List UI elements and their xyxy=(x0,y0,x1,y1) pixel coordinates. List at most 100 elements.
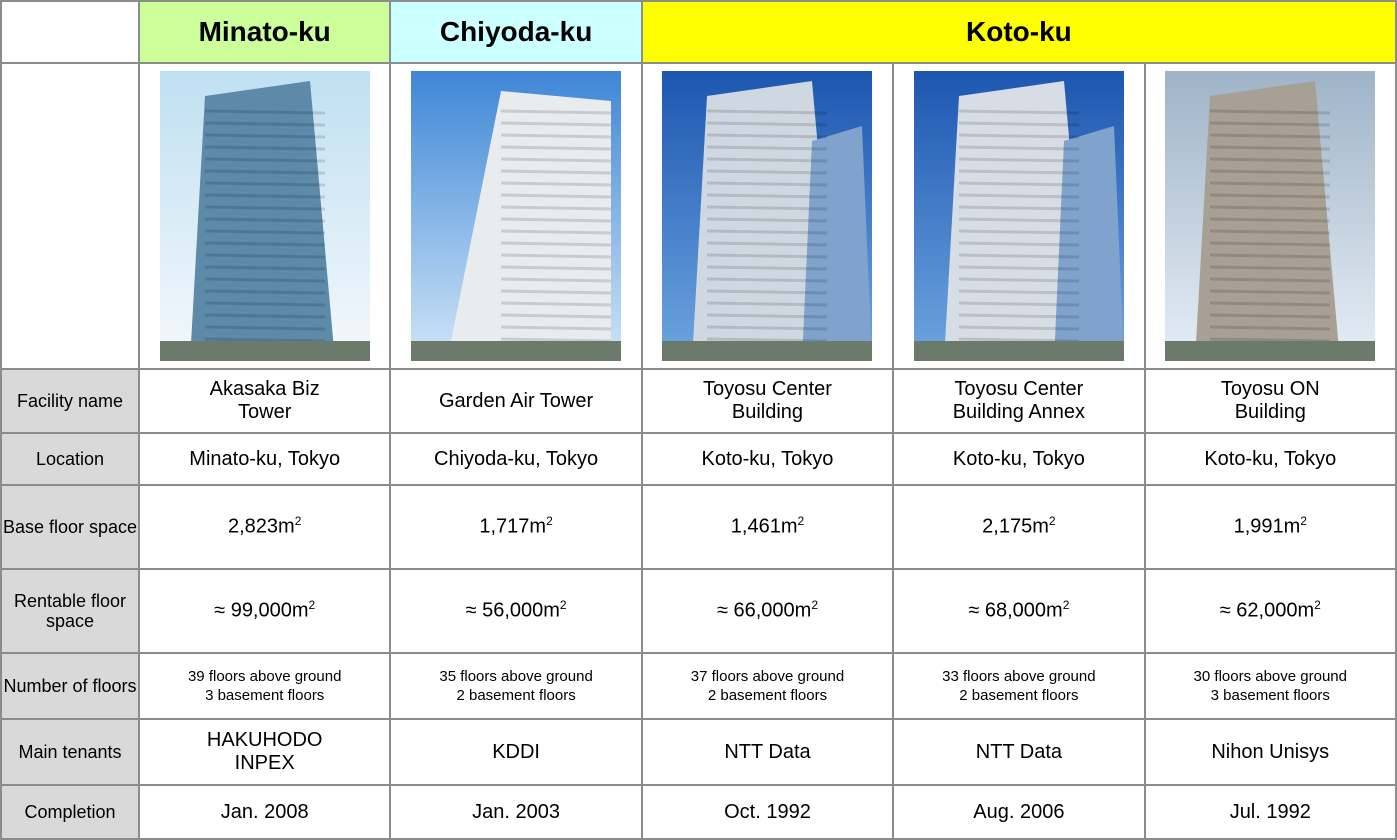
cell-text: 30 floors above ground xyxy=(1193,667,1347,685)
value-cell: 2,175m2 xyxy=(892,484,1146,570)
window-line xyxy=(1210,229,1331,235)
value-cell: 1,717m2 xyxy=(389,484,643,570)
data-row: Rentable floor space ≈ 99,000m2 ≈ 56,000m2… xyxy=(0,568,1397,654)
window-line xyxy=(1210,217,1331,223)
window-line xyxy=(707,169,828,175)
data-row: Base floor space 2,823m2 1,717m2 1,461m2 2,1… xyxy=(0,484,1397,570)
data-row: Location Minato-ku, Tokyo Chiyoda-ku, Toky… xyxy=(0,432,1397,486)
window-line xyxy=(958,337,1079,343)
value-cell: NTT Data xyxy=(892,718,1146,786)
building xyxy=(1053,126,1124,361)
value-cell: HAKUHODO INPEX xyxy=(137,718,392,786)
cell-text: 37 floors above ground xyxy=(690,667,845,685)
window-line xyxy=(204,301,325,307)
window-line xyxy=(501,253,612,259)
photo-cell xyxy=(1143,62,1397,370)
ground xyxy=(1165,341,1376,361)
superscript: 2 xyxy=(308,598,316,613)
cell-text: HAKUHODO xyxy=(206,729,323,751)
value-cell: Toyosu Center Building xyxy=(640,368,895,434)
district-header: Koto-ku xyxy=(640,0,1397,64)
window-line xyxy=(204,241,325,247)
window-line xyxy=(958,133,1079,139)
window-line xyxy=(958,157,1079,163)
window-line xyxy=(1210,277,1331,283)
superscript: 2 xyxy=(1314,598,1321,613)
value-cell: Akasaka Biz Tower xyxy=(137,368,392,434)
window-line xyxy=(204,325,325,331)
row-label: Rentable floor space xyxy=(0,568,140,654)
window-line xyxy=(501,241,612,247)
row-label: Main tenants xyxy=(0,718,140,786)
superscript: 2 xyxy=(1062,598,1070,613)
window-line xyxy=(501,229,612,235)
data-row: Number of floors 39 floors above ground 3 … xyxy=(0,652,1397,720)
row-label: Facility name xyxy=(0,368,140,434)
cell-text: ≈ 56,000m xyxy=(465,599,560,622)
window-line xyxy=(204,289,325,295)
window-line xyxy=(958,277,1079,283)
window-line xyxy=(707,217,828,223)
value-cell: 30 floors above ground 3 basement floors xyxy=(1143,652,1397,720)
window-line xyxy=(958,289,1079,295)
value-cell: Minato-ku, Tokyo xyxy=(137,432,392,486)
value-cell: ≈ 56,000m2 xyxy=(389,568,643,654)
corner-cell xyxy=(0,0,140,64)
window-line xyxy=(707,337,828,343)
window-line xyxy=(1210,133,1331,139)
window-line xyxy=(501,133,612,139)
value-cell: ≈ 99,000m2 xyxy=(137,568,392,654)
value-cell: ≈ 62,000m2 xyxy=(1143,568,1397,654)
header-row: Minato-ku Chiyoda-ku Koto-ku xyxy=(0,0,1397,64)
building xyxy=(943,81,1089,361)
window-line xyxy=(958,169,1079,175)
data-row: Completion Jan. 2008 Jan. 2003 Oct. 1992 Aug… xyxy=(0,784,1397,840)
district-header: Chiyoda-ku xyxy=(389,0,643,64)
window-line xyxy=(707,265,828,271)
cell-text: 2,175m xyxy=(982,515,1049,538)
window-line xyxy=(204,157,325,163)
value-cell: Nihon Unisys xyxy=(1143,718,1397,786)
value-cell: 35 floors above ground 2 basement floors xyxy=(389,652,643,720)
window-line xyxy=(707,301,828,307)
superscript: 2 xyxy=(294,514,302,529)
window-line xyxy=(501,217,612,223)
window-line xyxy=(958,301,1079,307)
window-line xyxy=(204,277,325,283)
cell-text: 33 floors above ground xyxy=(942,667,1096,685)
window-line xyxy=(501,277,612,283)
window-line xyxy=(501,205,612,211)
window-line xyxy=(501,121,612,127)
window-line xyxy=(707,133,828,139)
window-line xyxy=(1210,313,1331,319)
cell-text: Building xyxy=(731,401,804,423)
superscript: 2 xyxy=(1048,514,1056,529)
photo-cell xyxy=(137,62,392,370)
window-line xyxy=(1210,169,1331,175)
window-line xyxy=(501,157,612,163)
cell-text: Toyosu Center xyxy=(702,378,832,400)
cell-text: INPEX xyxy=(234,752,295,774)
window-line xyxy=(204,193,325,199)
cell-text: 3 basement floors xyxy=(1210,687,1330,704)
value-cell: 2,823m2 xyxy=(137,484,392,570)
ground xyxy=(662,341,873,361)
value-cell: 33 floors above ground 2 basement floors xyxy=(892,652,1146,720)
photo-cell xyxy=(640,62,895,370)
window-line xyxy=(1210,193,1331,199)
window-line xyxy=(958,145,1079,151)
value-cell: Koto-ku, Tokyo xyxy=(892,432,1146,486)
photo-cell xyxy=(389,62,643,370)
value-cell: 39 floors above ground 3 basement floors xyxy=(137,652,392,720)
window-line xyxy=(958,265,1079,271)
window-line xyxy=(204,205,325,211)
window-line xyxy=(204,229,325,235)
value-cell: Toyosu ON Building xyxy=(1143,368,1397,434)
value-cell: KDDI xyxy=(389,718,643,786)
district-header: Minato-ku xyxy=(137,0,392,64)
window-line xyxy=(958,121,1079,127)
window-line xyxy=(707,145,828,151)
window-line xyxy=(1210,181,1331,187)
value-cell: NTT Data xyxy=(640,718,895,786)
window-line xyxy=(1210,301,1331,307)
